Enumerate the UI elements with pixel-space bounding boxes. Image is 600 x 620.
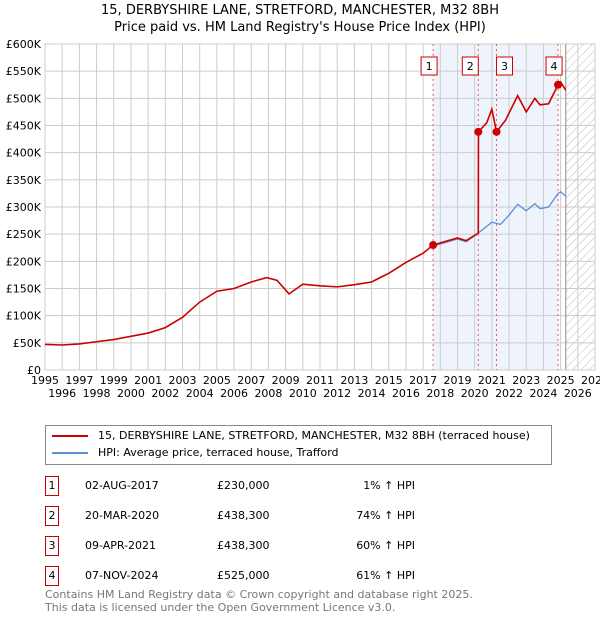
legend: 15, DERBYSHIRE LANE, STRETFORD, MANCHEST… <box>45 425 552 465</box>
sale-label: 2 <box>467 60 474 73</box>
sale-label-box <box>496 56 514 76</box>
x-tick-label: 2025 <box>547 374 575 387</box>
sale-row: 2 20-MAR-2020 £438,300 74% ↑ HPI <box>45 506 445 526</box>
sale-date: 20-MAR-2020 <box>85 509 160 522</box>
sale-date: 02-AUG-2017 <box>85 479 159 492</box>
footer: Contains HM Land Registry data © Crown c… <box>45 588 473 614</box>
x-tick-label: 1998 <box>83 387 111 400</box>
x-tick-label: 2009 <box>272 374 300 387</box>
sale-marker: 1 <box>45 476 59 496</box>
x-tick-label: 2000 <box>117 387 145 400</box>
x-tick-label: 1995 <box>31 374 59 387</box>
x-tick-label: 1997 <box>65 374 93 387</box>
y-tick-label: £150K <box>6 283 42 296</box>
sale-point <box>554 80 563 89</box>
x-tick-label: 2016 <box>392 387 420 400</box>
x-tick-label: 2018 <box>426 387 454 400</box>
sale-hpi-diff: 61% ↑ HPI <box>356 569 415 582</box>
y-tick-label: £600K <box>6 38 42 51</box>
footer-line-2: This data is licensed under the Open Gov… <box>45 601 396 614</box>
y-tick-label: £50K <box>13 337 42 350</box>
sale-label: 4 <box>551 60 558 73</box>
y-tick-label: £400K <box>6 147 42 160</box>
x-tick-label: 2012 <box>323 387 351 400</box>
footer-line-1: Contains HM Land Registry data © Crown c… <box>45 588 473 601</box>
y-tick-label: £200K <box>6 255 42 268</box>
sale-price: £438,300 <box>217 539 270 552</box>
sale-row: 3 09-APR-2021 £438,300 60% ↑ HPI <box>45 536 445 556</box>
y-tick-label: £100K <box>6 310 42 323</box>
sale-row: 1 02-AUG-2017 £230,000 1% ↑ HPI <box>45 476 445 496</box>
sale-date: 07-NOV-2024 <box>85 569 159 582</box>
sale-label-box <box>420 56 438 76</box>
y-tick-label: £450K <box>6 120 42 133</box>
sale-price: £525,000 <box>217 569 270 582</box>
series-line <box>44 80 567 346</box>
x-tick-label: 2005 <box>203 374 231 387</box>
sale-point <box>492 127 501 136</box>
x-tick-label: 2014 <box>358 387 386 400</box>
y-tick-label: £300K <box>6 201 42 214</box>
x-tick-label: 2008 <box>254 387 282 400</box>
sale-price: £438,300 <box>217 509 270 522</box>
sale-label: 1 <box>426 60 433 73</box>
y-tick-label: £500K <box>6 92 42 105</box>
legend-red-line <box>52 434 88 437</box>
x-tick-label: 2010 <box>289 387 317 400</box>
sale-date: 09-APR-2021 <box>85 539 157 552</box>
x-tick-label: 2006 <box>220 387 248 400</box>
y-tick-label: £350K <box>6 174 42 187</box>
sale-label: 3 <box>501 60 508 73</box>
sale-hpi-diff: 74% ↑ HPI <box>356 509 415 522</box>
legend-blue-line <box>52 451 88 454</box>
legend-property: 15, DERBYSHIRE LANE, STRETFORD, MANCHEST… <box>98 429 530 442</box>
x-tick-label: 2026 <box>564 387 592 400</box>
sale-hpi-diff: 60% ↑ HPI <box>356 539 415 552</box>
y-tick-label: £550K <box>6 65 42 78</box>
x-tick-label: 2017 <box>409 374 437 387</box>
sale-marker: 2 <box>45 506 59 526</box>
sale-point <box>474 127 483 136</box>
x-tick-label: 1996 <box>48 387 76 400</box>
x-tick-label: 2001 <box>134 374 162 387</box>
chart-title: 15, DERBYSHIRE LANE, STRETFORD, MANCHEST… <box>101 3 499 18</box>
sale-point <box>429 241 438 250</box>
y-tick-label: £250K <box>6 228 42 241</box>
x-tick-label: 2022 <box>495 387 523 400</box>
x-tick-label: 2003 <box>169 374 197 387</box>
price-chart: 1995199619971998199920002001200220032004… <box>6 38 600 400</box>
x-tick-label: 1999 <box>100 374 128 387</box>
series-line <box>432 190 567 247</box>
x-tick-label: 2011 <box>306 374 334 387</box>
sale-row: 4 07-NOV-2024 £525,000 61% ↑ HPI <box>45 566 445 586</box>
x-tick-label: 2013 <box>340 374 368 387</box>
legend-hpi: HPI: Average price, terraced house, Traf… <box>98 446 339 459</box>
x-tick-label: 2002 <box>151 387 179 400</box>
sale-label-box <box>545 56 563 76</box>
plot-border <box>44 43 596 371</box>
sale-hpi-diff: 1% ↑ HPI <box>363 479 415 492</box>
sale-label-box <box>461 56 479 76</box>
sale-marker: 3 <box>45 536 59 556</box>
x-tick-label: 2021 <box>478 374 506 387</box>
x-tick-label: 2015 <box>375 374 403 387</box>
x-tick-label: 2019 <box>444 374 472 387</box>
sale-marker: 4 <box>45 566 59 586</box>
x-tick-label: 2023 <box>512 374 540 387</box>
x-tick-label: 2007 <box>237 374 265 387</box>
x-tick-label: 2004 <box>186 387 214 400</box>
x-tick-label: 2020 <box>461 387 489 400</box>
chart-subtitle: Price paid vs. HM Land Registry's House … <box>114 20 486 35</box>
y-tick-label: £0 <box>27 364 41 377</box>
x-tick-label: 2024 <box>529 387 557 400</box>
sale-price: £230,000 <box>217 479 270 492</box>
x-tick-label: 2027 <box>581 374 600 387</box>
